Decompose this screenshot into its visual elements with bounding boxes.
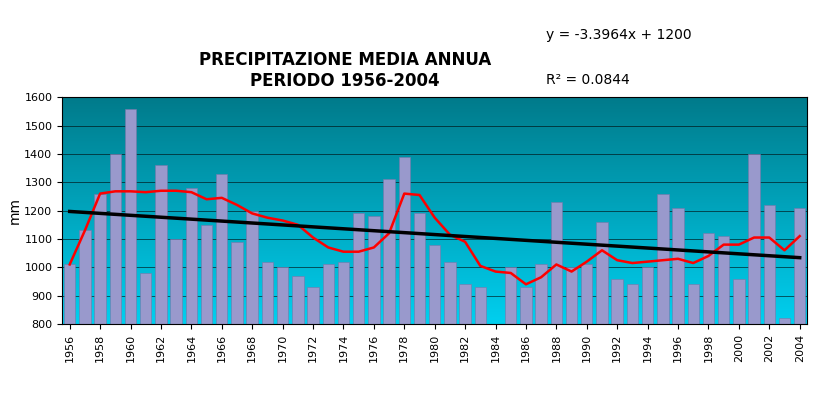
Bar (428, 245, 440, 324)
Y-axis label: mm: mm (7, 197, 22, 224)
Bar (414, 213, 425, 324)
Bar (519, 287, 531, 324)
Bar (323, 264, 333, 324)
Bar (185, 188, 197, 324)
Bar (443, 262, 455, 324)
Bar (611, 279, 622, 324)
Bar (140, 273, 151, 324)
Bar (550, 202, 562, 324)
Bar (383, 179, 394, 324)
Bar (125, 109, 136, 324)
Bar (79, 230, 90, 324)
Bar (459, 284, 471, 324)
Bar (778, 318, 789, 324)
Bar (504, 267, 516, 324)
Bar (581, 264, 592, 324)
Bar (307, 287, 318, 324)
Bar (109, 154, 121, 324)
Bar (337, 262, 349, 324)
Bar (717, 236, 729, 324)
Bar (732, 279, 743, 324)
Bar (762, 205, 774, 324)
Title: PRECIPITAZIONE MEDIA ANNUA
PERIODO 1956-2004: PRECIPITAZIONE MEDIA ANNUA PERIODO 1956-… (199, 51, 490, 90)
Bar (626, 284, 638, 324)
Bar (702, 233, 713, 324)
Bar (686, 284, 698, 324)
Bar (292, 276, 304, 324)
Bar (352, 213, 364, 324)
Bar (672, 208, 683, 324)
Bar (368, 216, 379, 324)
Bar (535, 264, 546, 324)
Bar (246, 211, 257, 324)
Bar (398, 157, 409, 324)
Bar (748, 154, 759, 324)
Bar (94, 194, 106, 324)
Bar (231, 242, 242, 324)
Bar (64, 264, 75, 324)
Bar (595, 222, 607, 324)
Bar (216, 174, 227, 324)
Bar (657, 194, 667, 324)
Bar (155, 165, 166, 324)
Bar (170, 239, 182, 324)
Bar (565, 267, 576, 324)
Bar (201, 225, 212, 324)
Bar (276, 267, 288, 324)
Bar (474, 287, 485, 324)
Bar (793, 208, 805, 324)
Text: R² = 0.0844: R² = 0.0844 (546, 73, 629, 87)
Text: y = -3.3964x + 1200: y = -3.3964x + 1200 (546, 28, 691, 43)
Bar (641, 267, 653, 324)
Bar (261, 262, 273, 324)
